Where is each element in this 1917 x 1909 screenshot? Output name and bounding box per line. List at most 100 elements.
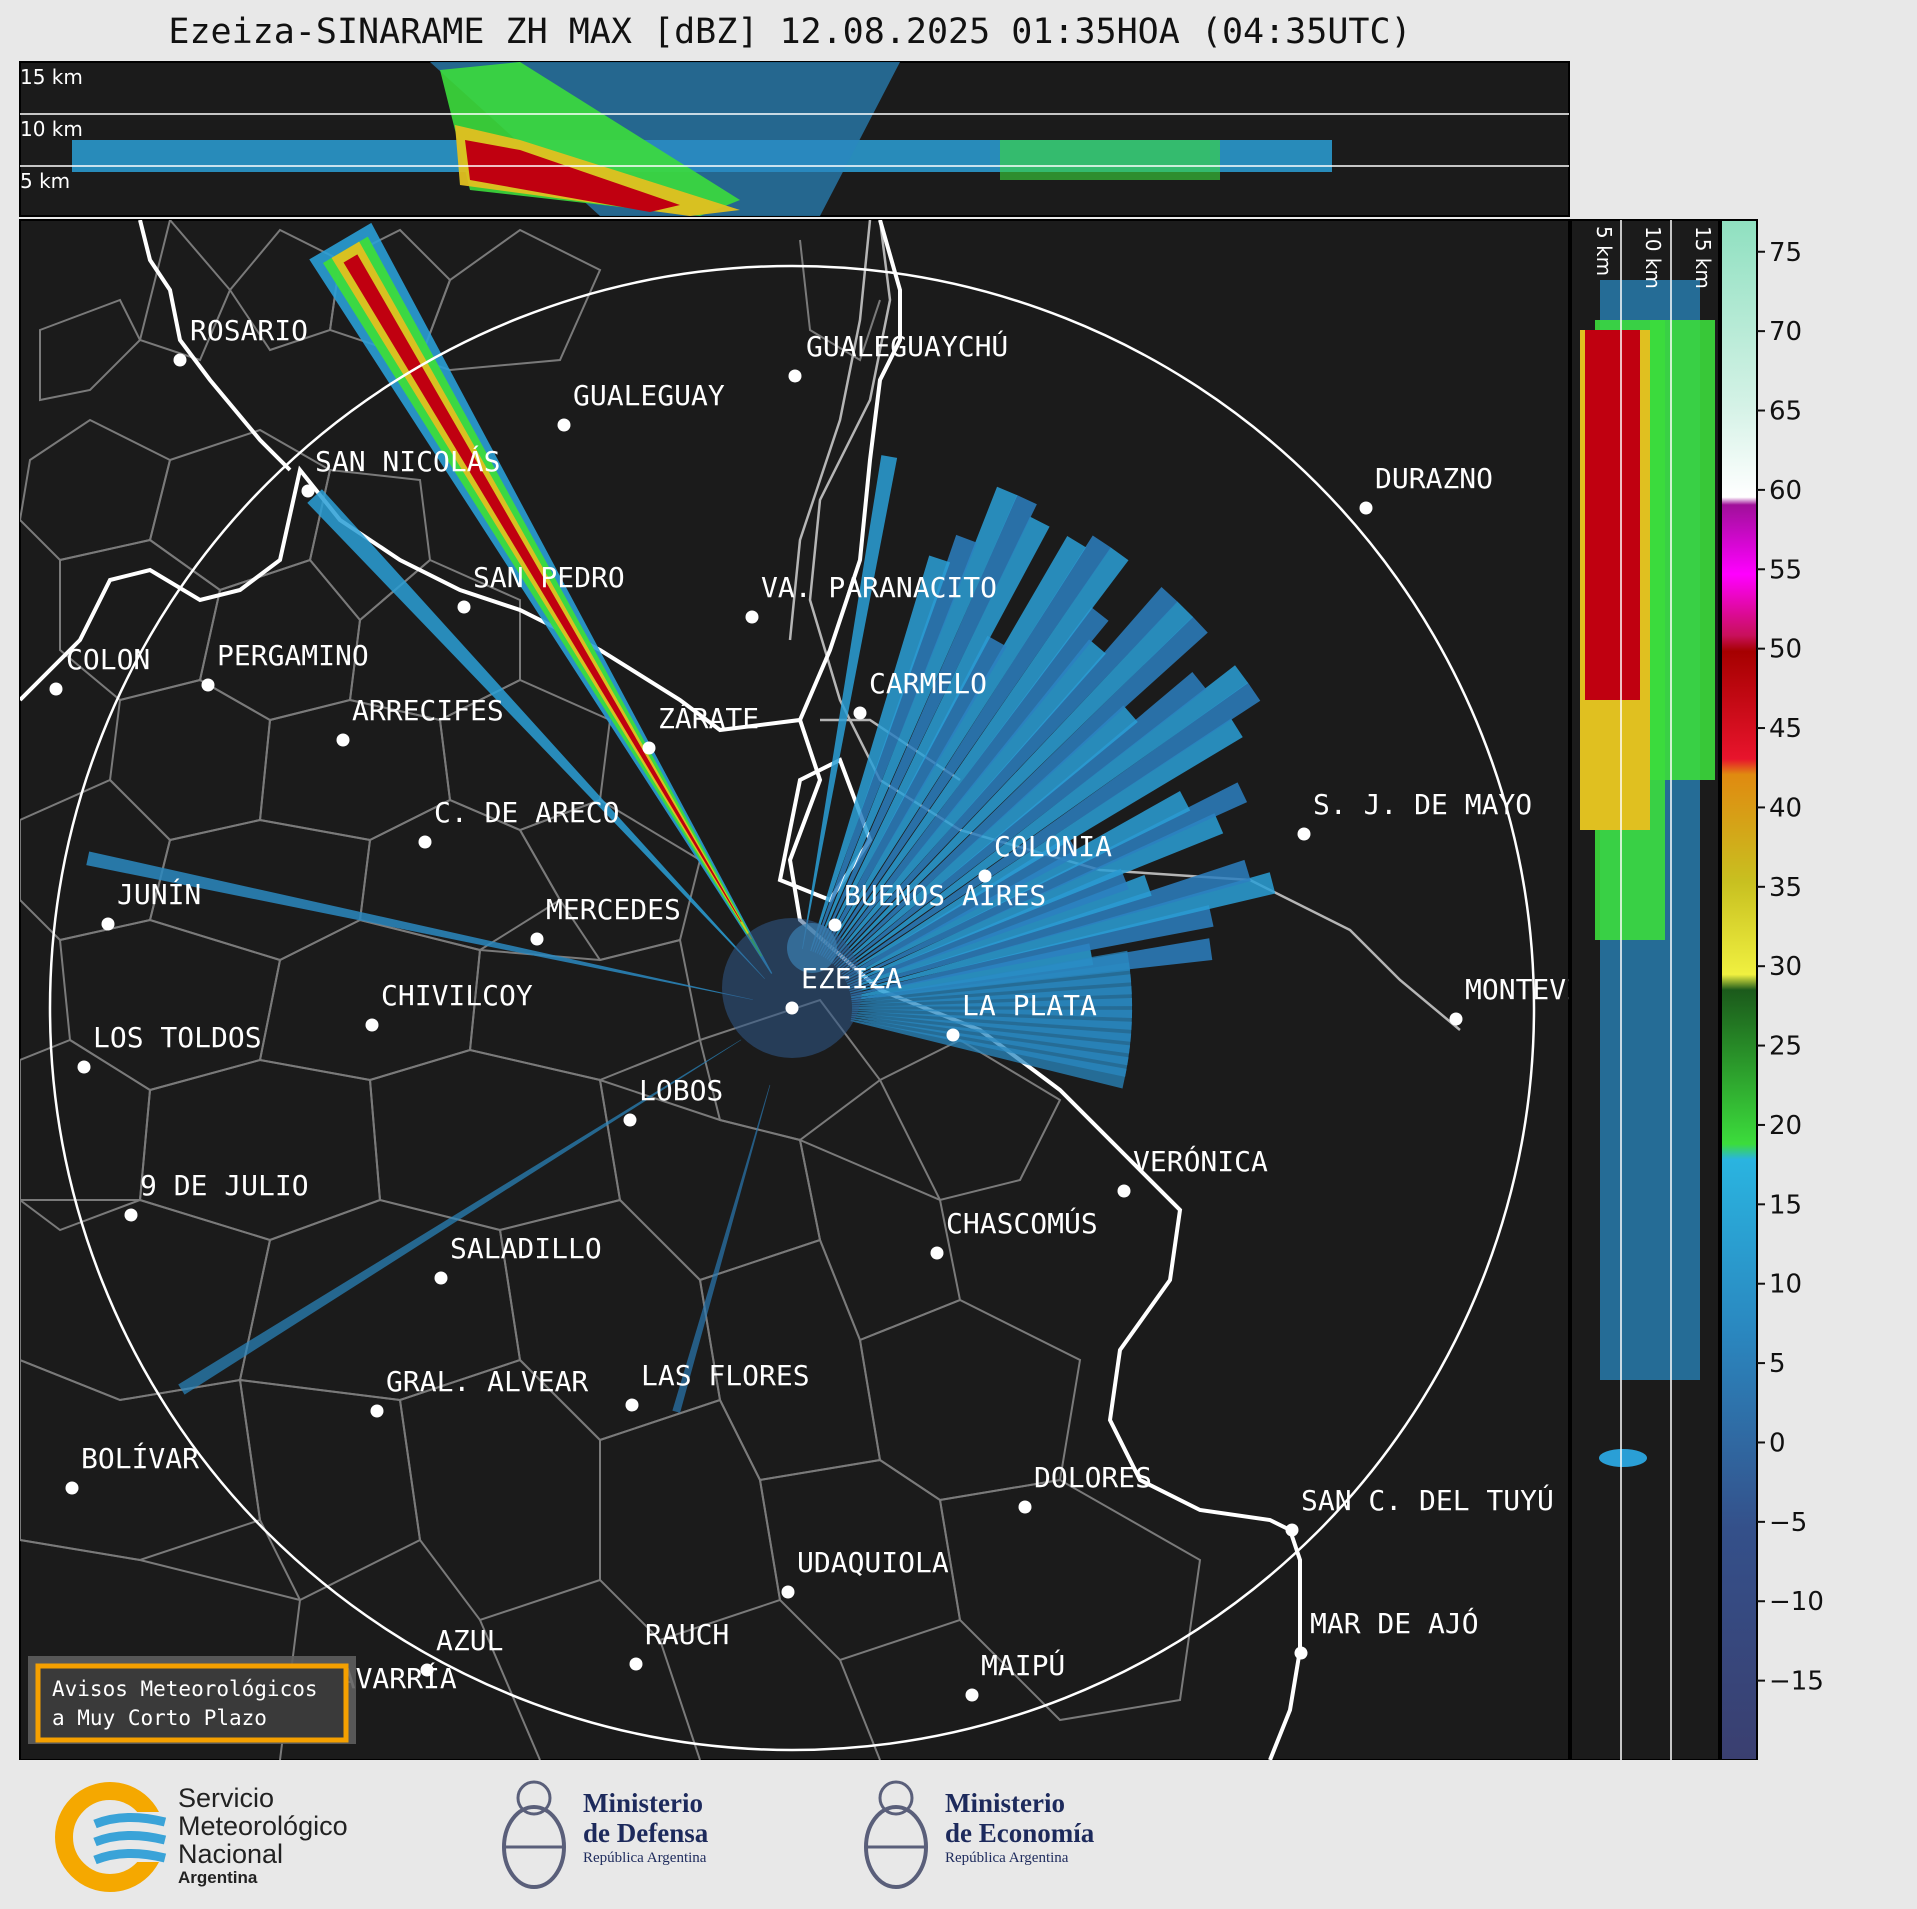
city-dot-ezeiza (785, 1001, 799, 1015)
city-dot-las-flores (625, 1398, 639, 1412)
top-echo-band (455, 125, 740, 216)
echo-beam (835, 616, 1208, 968)
colorbar-tick-label: 35 (1769, 873, 1802, 903)
city-markers: ROSARIO GUALEGUAYCHÚ GUALEGUAY SAN NICOLÁS D… (49, 314, 1634, 1715)
defensa-line2: de Defensa (583, 1818, 709, 1848)
range-ring (48, 264, 1536, 1752)
echo-beam (843, 836, 1079, 979)
colorbar-tick-label: 65 (1769, 397, 1802, 427)
logo-footer: Servicio Meteorológico Nacional Argentin… (0, 1760, 1917, 1909)
economia-coat-of-arms-icon (864, 1780, 928, 1889)
city-dot-lobos (623, 1113, 637, 1127)
colorbar-tick-label: 45 (1769, 714, 1802, 744)
economia-logo-text: Ministerio de Economía República Argenti… (945, 1788, 1094, 1868)
city-label-9-de-julio: 9 DE JULIO (140, 1169, 309, 1202)
colorbar-tick-label: 30 (1769, 952, 1802, 982)
city-label-mercedes: MERCEDES (546, 893, 681, 926)
city-dot-san-pedro (457, 600, 471, 614)
warning-box-line1: Avisos Meteorológicos (52, 1677, 318, 1701)
top-echo-band (1000, 140, 1220, 180)
echo-beam (307, 489, 765, 979)
city-dot-buenos-aires (828, 918, 842, 932)
echo-beam (851, 1015, 1131, 1066)
echo-beam (820, 635, 1007, 956)
echo-beam (86, 851, 753, 1000)
economia-line3: República Argentina (945, 1850, 1069, 1866)
city-dot-rosario (173, 353, 187, 367)
city-dot-san-nicolas (301, 484, 315, 498)
echo-beam (850, 1017, 1129, 1077)
smn-line1: Servicio (178, 1783, 275, 1813)
echo-beam (839, 665, 1249, 973)
city-dot-durazno (1359, 501, 1373, 515)
side-echo-band (1585, 330, 1640, 700)
colorbar-tick-label: 75 (1769, 238, 1802, 268)
echo-beam (846, 813, 1224, 985)
city-label-zarate: ZÁRATE (658, 701, 759, 735)
city-dot-carmelo (853, 706, 867, 720)
city-dot-c-de-areco (418, 835, 432, 849)
city-label-gral-alvear: GRAL. ALVEAR (386, 1365, 588, 1398)
city-label-colonia: COLONIA (994, 830, 1112, 863)
economia-line2: de Economía (945, 1818, 1095, 1848)
echo-beam (672, 1084, 771, 1413)
smn-line4: Argentina (178, 1868, 258, 1887)
colorbar-tick-label: 5 (1769, 1349, 1786, 1379)
echo-beam (802, 455, 898, 949)
city-dot-mercedes (530, 932, 544, 946)
city-dot-gualeguay (557, 418, 571, 432)
city-label-ezeiza: EZEIZA (801, 962, 902, 995)
central-clutter (787, 923, 837, 973)
echo-beam (822, 535, 1087, 958)
city-label-los-toldos: LOS TOLDOS (93, 1021, 262, 1054)
city-dot-maipu (965, 1688, 979, 1702)
city-dot-colon (49, 682, 63, 696)
colorbar-tick-label: 55 (1769, 555, 1802, 585)
city-label-chascomus: CHASCOMÚS (946, 1206, 1098, 1240)
city-dot-la-plata (946, 1028, 960, 1042)
city-dot-veronica (1117, 1184, 1131, 1198)
echo-beam (828, 607, 1109, 962)
smn-logo-icon (55, 1782, 170, 1892)
echo-beam (814, 486, 1018, 953)
city-dot-dolores (1018, 1500, 1032, 1514)
side-echo-band (1599, 1449, 1647, 1467)
city-label-montevideo: MONTEVIDEO (1465, 973, 1634, 1006)
city-dot-san-c-del-tuyu (1285, 1523, 1299, 1537)
city-label-buenos-aires: BUENOS AIRES (844, 879, 1046, 912)
city-label-junin: JUNÍN (117, 877, 201, 911)
city-label-arrecifes: ARRECIFES (352, 694, 504, 727)
side-echo-layer (1580, 280, 1715, 1467)
smn-logo-text: Servicio Meteorológico Nacional Argentin… (178, 1784, 348, 1888)
colorbar-tick-label: −5 (1769, 1508, 1807, 1538)
city-dot-zarate (642, 741, 656, 755)
echo-beam (178, 1039, 742, 1395)
city-label-gualeguay: GUALEGUAY (573, 379, 725, 412)
city-dot-udaquiola (781, 1585, 795, 1599)
colorbar-tick-label: 25 (1769, 1032, 1802, 1062)
chart-title: Ezeiza-SINARAME ZH MAX [dBZ] 12.08.2025 … (168, 12, 1412, 52)
warning-box[interactable]: Avisos Meteorológicos a Muy Corto Plazo (28, 1656, 356, 1744)
echo-beam (851, 950, 1131, 1001)
colorbar-tick-label: −10 (1769, 1587, 1824, 1617)
echo-beam (824, 535, 1112, 959)
echo-beam (832, 587, 1178, 965)
colorbar-tick-label: 40 (1769, 793, 1802, 823)
defensa-line1: Ministerio (583, 1788, 703, 1818)
top-height-label-15: 15 km (20, 65, 83, 89)
colorbar-tick-label: 10 (1769, 1270, 1802, 1300)
side-height-label-5: 5 km (1592, 226, 1616, 276)
city-label-durazno: DURAZNO (1375, 462, 1493, 495)
echo-beam (838, 671, 1207, 971)
city-label-rosario: ROSARIO (190, 314, 308, 347)
city-dot-pergamino (201, 678, 215, 692)
city-dot-los-toldos (77, 1060, 91, 1074)
city-label-lobos: LOBOS (639, 1074, 723, 1107)
top-echo-band (465, 140, 680, 212)
echo-beam (833, 601, 1194, 966)
top-height-label-5: 5 km (20, 169, 70, 193)
echo-beam (836, 705, 1138, 970)
economia-line1: Ministerio (945, 1788, 1065, 1818)
side-echo-band (1650, 320, 1715, 780)
city-dot-gualeguaychu (788, 369, 802, 383)
